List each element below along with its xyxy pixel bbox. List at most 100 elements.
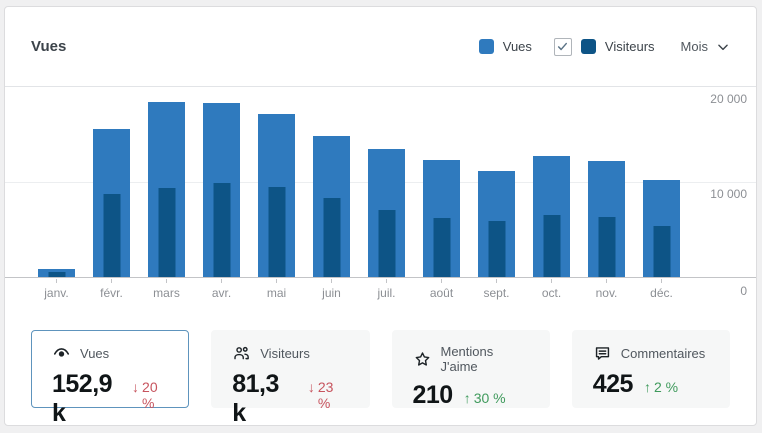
stat-card-commentaires[interactable]: Commentaires 425 ↑ 2 % — [571, 330, 730, 408]
stat-card-header: Vues — [52, 344, 168, 363]
bar-visiteurs[interactable] — [158, 187, 175, 277]
stat-card-header: Commentaires — [593, 344, 709, 363]
bar-visiteurs[interactable] — [323, 198, 340, 277]
x-axis-cell: déc. — [634, 278, 689, 305]
x-axis-tick — [661, 279, 662, 283]
legend-item-visiteurs[interactable]: Visiteurs — [553, 37, 655, 56]
arrow-up-icon: ↑ — [643, 379, 651, 395]
bar-visiteurs[interactable] — [48, 271, 65, 277]
bar-group-oct[interactable] — [524, 87, 579, 277]
x-axis-label: janv. — [44, 286, 69, 300]
stat-card-visiteurs[interactable]: Visiteurs 81,3 k ↓ 23 % — [211, 330, 370, 427]
checkmark-icon — [558, 42, 568, 51]
x-axis-cell: sept. — [469, 278, 524, 305]
x-axis-cell: nov. — [579, 278, 634, 305]
legend-vues-label: Vues — [502, 39, 532, 54]
bar-group-janv[interactable] — [29, 87, 84, 277]
visiteurs-checkbox[interactable] — [553, 37, 572, 56]
x-axis-tick — [551, 279, 552, 283]
x-axis-cell: mars — [139, 278, 194, 305]
bar-chart: 20 000 10 000 0 janv. févr. mars avr. mai jui… — [5, 86, 756, 305]
chart-plot: 20 000 10 000 0 — [5, 86, 756, 298]
bar-visiteurs[interactable] — [213, 182, 230, 277]
stat-delta: ↓ 20 % — [132, 379, 158, 411]
vues-swatch-icon — [478, 39, 494, 54]
stat-card-header: Visiteurs — [232, 344, 348, 363]
bar-visiteurs[interactable] — [543, 215, 560, 277]
bar-group-juin[interactable] — [304, 87, 359, 277]
stat-value-row: 81,3 k ↓ 23 % — [232, 370, 348, 428]
legend-item-vues: Vues — [478, 39, 532, 54]
period-label: Mois — [680, 39, 708, 54]
x-axis-cell: avr. — [194, 278, 249, 305]
people-icon — [234, 346, 250, 360]
x-axis-tick — [166, 279, 167, 283]
stat-delta: ↑ 30 % — [463, 390, 506, 406]
x-axis-cell: févr. — [84, 278, 139, 305]
bar-group-aot[interactable] — [414, 87, 469, 277]
stat-value: 152,9 k — [52, 370, 113, 427]
x-axis-tick — [331, 279, 332, 283]
visiteurs-swatch-icon — [580, 39, 596, 54]
stat-value-row: 210 ↑ 30 % — [413, 381, 529, 410]
stat-delta: ↑ 2 % — [643, 379, 679, 395]
x-axis-tick — [496, 279, 497, 283]
stat-label: Mentions J'aime — [440, 344, 494, 374]
star-icon — [415, 351, 429, 366]
bar-group-sept[interactable] — [469, 87, 524, 277]
bar-group-dc[interactable] — [634, 87, 689, 277]
bar-group-fvr[interactable] — [84, 87, 139, 277]
stat-delta: ↓ 23 % — [307, 379, 334, 411]
x-axis-cell: juin — [304, 278, 359, 305]
x-axis-cell: janv. — [29, 278, 84, 305]
stat-value-row: 425 ↑ 2 % — [593, 370, 709, 399]
arrow-up-icon: ↑ — [463, 390, 471, 406]
stat-card-header: Mentions J'aime — [413, 344, 529, 374]
x-axis-label: août — [429, 286, 454, 300]
chart-bars — [5, 87, 756, 277]
chevron-down-icon — [718, 44, 728, 50]
bar-group-mars[interactable] — [139, 87, 194, 277]
header-controls: Vues Visiteurs Mois — [478, 37, 730, 56]
bar-group-mai[interactable] — [249, 87, 304, 277]
bar-visiteurs[interactable] — [378, 209, 395, 277]
x-axis-label: oct. — [541, 286, 562, 300]
bar-visiteurs[interactable] — [103, 194, 120, 277]
chart-x-axis: janv. févr. mars avr. mai juin juil. août sept. o… — [5, 278, 756, 305]
x-axis-tick — [386, 279, 387, 283]
bar-group-juil[interactable] — [359, 87, 414, 277]
x-axis-tick — [111, 279, 112, 283]
bar-visiteurs[interactable] — [268, 186, 285, 277]
arrow-down-icon: ↓ — [307, 379, 315, 395]
bar-visiteurs[interactable] — [653, 225, 670, 277]
stats-widget-card: Vues Vues Visiteurs Mois — [4, 6, 757, 427]
chart-legend: Vues Visiteurs — [478, 37, 655, 56]
bar-visiteurs[interactable] — [433, 218, 450, 277]
bar-group-nov[interactable] — [579, 87, 634, 277]
x-axis-label: avr. — [211, 286, 232, 300]
bar-visiteurs[interactable] — [598, 217, 615, 277]
stat-value: 81,3 k — [232, 370, 279, 427]
legend-visiteurs-label: Visiteurs — [604, 39, 655, 54]
stat-label: Vues — [80, 346, 110, 361]
x-axis-tick — [221, 279, 222, 283]
x-axis-label: sept. — [483, 286, 510, 300]
stat-card-vues[interactable]: Vues 152,9 k ↓ 20 % — [31, 330, 190, 427]
x-axis-label: mars — [153, 286, 180, 300]
bar-visiteurs[interactable] — [488, 220, 505, 277]
x-axis-label: févr. — [100, 286, 123, 300]
x-axis-label: juil. — [377, 286, 396, 300]
x-axis-tick — [441, 279, 442, 283]
stat-value-row: 152,9 k ↓ 20 % — [52, 370, 168, 428]
stat-value: 210 — [412, 381, 454, 409]
period-dropdown[interactable]: Mois — [681, 39, 730, 54]
x-axis-label: nov. — [595, 286, 618, 300]
stat-label: Visiteurs — [260, 346, 310, 361]
bar-group-avr[interactable] — [194, 87, 249, 277]
eye-icon — [53, 348, 70, 357]
widget-header: Vues Vues Visiteurs Mois — [5, 7, 756, 86]
x-axis-tick — [276, 279, 277, 283]
stat-card-mentions-jaime[interactable]: Mentions J'aime 210 ↑ 30 % — [391, 330, 550, 410]
arrow-down-icon: ↓ — [132, 379, 140, 395]
x-axis-tick — [56, 279, 57, 283]
